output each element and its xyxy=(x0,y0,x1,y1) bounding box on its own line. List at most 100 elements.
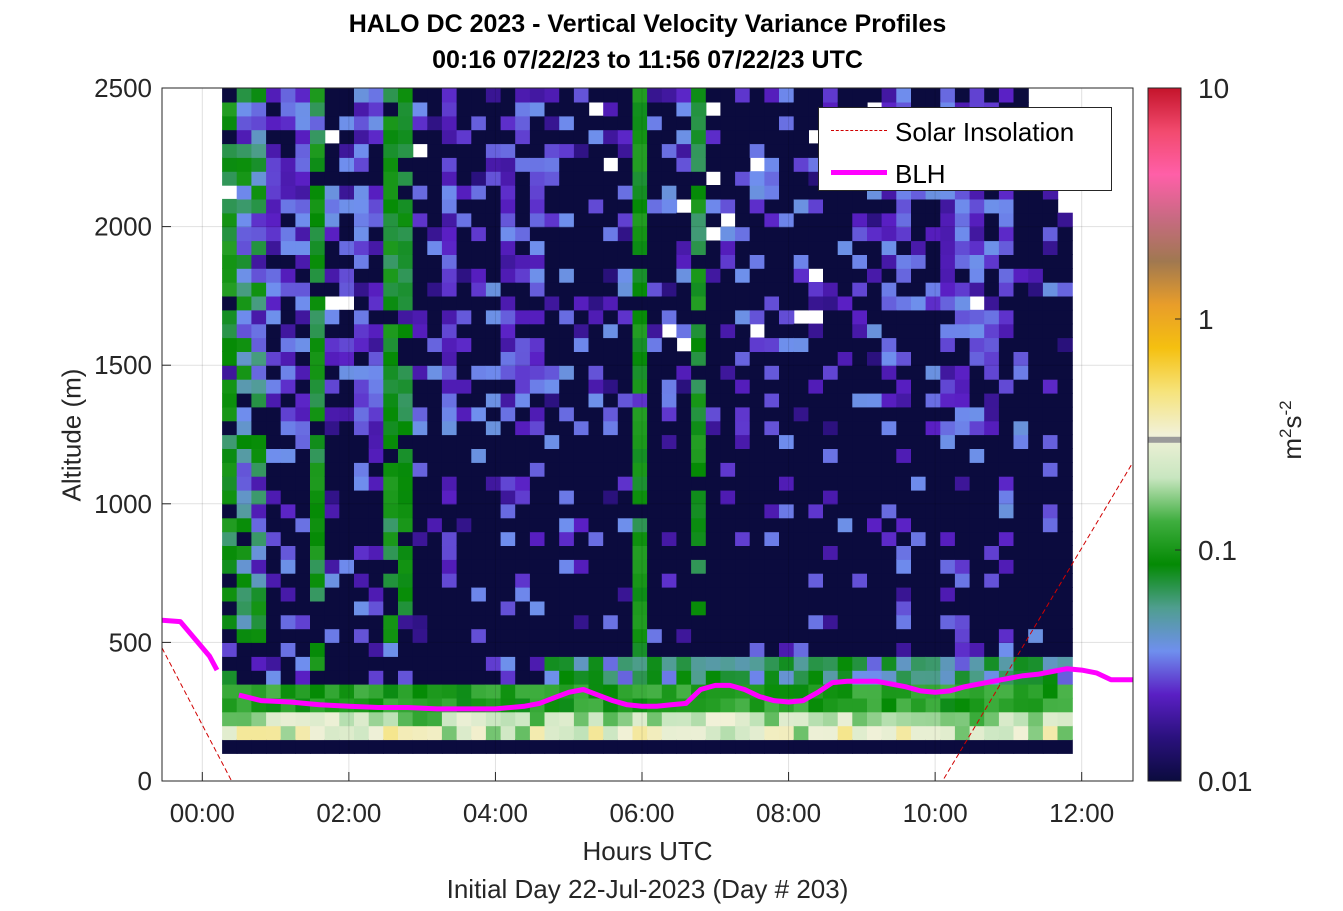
heatmap-cell xyxy=(236,323,252,339)
heatmap-cell xyxy=(588,309,604,325)
heatmap-cell xyxy=(573,379,590,394)
heatmap-cell xyxy=(1057,309,1073,325)
heatmap-cell xyxy=(544,420,560,436)
heatmap-cell xyxy=(911,656,927,671)
heatmap-cell xyxy=(691,323,707,339)
heatmap-cell xyxy=(808,323,824,339)
heatmap-cell xyxy=(427,337,443,352)
heatmap-cell xyxy=(310,101,326,117)
heatmap-cell xyxy=(1042,448,1059,463)
heatmap-cell xyxy=(573,212,590,228)
heatmap-cell xyxy=(1013,711,1029,727)
heatmap-cell xyxy=(1042,614,1059,630)
heatmap-cell xyxy=(310,489,326,505)
heatmap-cell xyxy=(911,309,927,325)
heatmap-cell xyxy=(954,448,971,463)
heatmap-cell xyxy=(1042,600,1059,616)
heatmap-cell xyxy=(295,462,311,477)
heatmap-cell xyxy=(573,503,590,519)
heatmap-cell xyxy=(603,88,619,103)
heatmap-cell xyxy=(280,157,296,172)
heatmap-cell xyxy=(720,185,736,200)
heatmap-cell xyxy=(529,185,546,200)
heatmap-cell xyxy=(998,337,1015,352)
heatmap-cell xyxy=(749,171,765,186)
heatmap-cell xyxy=(661,420,678,436)
heatmap-cell xyxy=(735,337,751,352)
heatmap-cell xyxy=(441,185,458,200)
heatmap-cell xyxy=(295,240,311,255)
x-axis: 00:00 02:00 04:00 06:00 08:00 10:00 12:00 xyxy=(170,772,1114,828)
heatmap-cell xyxy=(661,448,678,463)
heatmap-cell xyxy=(749,476,765,491)
heatmap-cell xyxy=(427,517,443,533)
heatmap-cell xyxy=(266,670,282,685)
heatmap-cell xyxy=(222,226,238,242)
heatmap-cell xyxy=(925,739,941,754)
heatmap-cell xyxy=(485,739,502,754)
heatmap-cell xyxy=(720,670,736,685)
heatmap-cell xyxy=(676,268,692,283)
heatmap-cell xyxy=(368,573,384,588)
heatmap-cell xyxy=(266,295,282,311)
heatmap-cell xyxy=(735,489,751,505)
heatmap-cell xyxy=(266,337,282,352)
heatmap-cell xyxy=(969,448,985,463)
heatmap-cell xyxy=(749,489,765,505)
heatmap-cell xyxy=(339,711,355,727)
heatmap-cell xyxy=(852,226,868,242)
colorbar-frame xyxy=(1147,87,1182,782)
heatmap-cell xyxy=(310,739,326,754)
heatmap-cell xyxy=(852,88,868,103)
heatmap-cell xyxy=(339,282,355,297)
heatmap-cell xyxy=(969,323,985,339)
heatmap-cell xyxy=(969,198,985,214)
heatmap-cell xyxy=(735,365,751,380)
heatmap-cell xyxy=(896,670,912,685)
heatmap-cell xyxy=(456,171,472,186)
heatmap-cell xyxy=(1042,268,1059,283)
heatmap-cell xyxy=(676,88,692,103)
heatmap-cell xyxy=(793,503,809,519)
heatmap-cell xyxy=(559,88,575,103)
heatmap-cell xyxy=(735,614,751,630)
heatmap-cell xyxy=(588,448,604,463)
heatmap-cell xyxy=(793,725,809,741)
heatmap-cell xyxy=(1042,337,1059,352)
heatmap-cell xyxy=(867,587,883,602)
heatmap-cell xyxy=(896,434,912,449)
heatmap-cell xyxy=(735,268,751,283)
heatmap-cell xyxy=(573,462,590,477)
heatmap-cell xyxy=(793,323,809,339)
heatmap-cell xyxy=(676,739,692,754)
heatmap-cell xyxy=(398,129,414,145)
heatmap-cell xyxy=(295,226,311,242)
heatmap-cell xyxy=(427,323,443,339)
heatmap-cell xyxy=(911,697,927,713)
heatmap-cell xyxy=(705,323,722,339)
heatmap-cell xyxy=(383,198,399,214)
heatmap-cell xyxy=(764,101,780,117)
heatmap-cell xyxy=(647,587,663,602)
colorbar-tick-label: 0.01 xyxy=(1198,766,1253,797)
heatmap-cell xyxy=(354,670,370,685)
heatmap-cell xyxy=(471,656,487,671)
heatmap-cell xyxy=(617,628,634,643)
heatmap-cell xyxy=(954,628,971,643)
heatmap-cell xyxy=(573,309,590,325)
heatmap-cell xyxy=(911,614,927,630)
heatmap-cell xyxy=(837,392,853,408)
heatmap-cell xyxy=(764,157,780,172)
heatmap-cell xyxy=(998,88,1015,103)
heatmap-cell xyxy=(1028,268,1044,283)
heatmap-cell xyxy=(427,573,443,588)
heatmap-cell xyxy=(837,282,853,297)
heatmap-cell xyxy=(911,323,927,339)
heatmap-cell xyxy=(266,656,282,671)
heatmap-cell xyxy=(911,600,927,616)
heatmap-cell xyxy=(295,171,311,186)
heatmap-cell xyxy=(310,295,326,311)
heatmap-cell xyxy=(412,129,428,145)
heatmap-cell xyxy=(398,268,414,283)
heatmap-cell xyxy=(1028,379,1044,394)
